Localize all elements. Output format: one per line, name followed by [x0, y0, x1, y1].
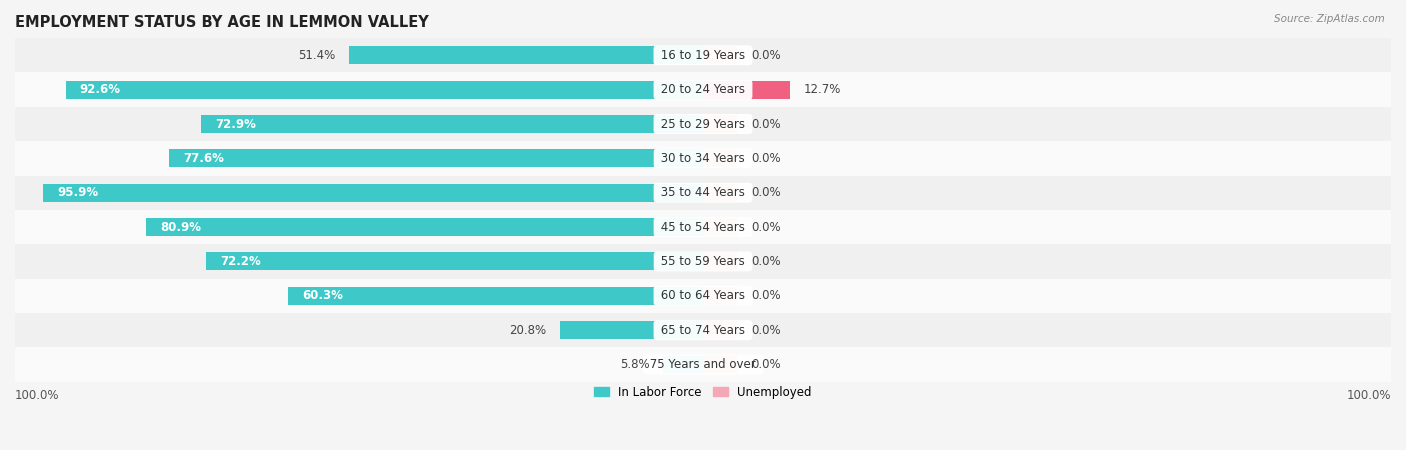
Text: 0.0%: 0.0% — [751, 186, 780, 199]
Bar — [15, 38, 1391, 72]
Text: 45 to 54 Years: 45 to 54 Years — [657, 220, 749, 234]
Bar — [703, 46, 737, 64]
Text: 30 to 34 Years: 30 to 34 Years — [657, 152, 749, 165]
Text: 51.4%: 51.4% — [298, 49, 336, 62]
Bar — [15, 141, 1391, 176]
Text: 65 to 74 Years: 65 to 74 Years — [657, 324, 749, 337]
Bar — [288, 287, 703, 305]
Text: 72.2%: 72.2% — [219, 255, 260, 268]
Bar — [703, 356, 737, 373]
Bar — [15, 107, 1391, 141]
Bar — [703, 218, 737, 236]
Bar — [15, 176, 1391, 210]
Bar — [207, 252, 703, 270]
Bar — [703, 287, 737, 305]
Text: 16 to 19 Years: 16 to 19 Years — [657, 49, 749, 62]
Bar — [703, 115, 737, 133]
Bar — [169, 149, 703, 167]
Text: 60 to 64 Years: 60 to 64 Years — [657, 289, 749, 302]
Text: 0.0%: 0.0% — [751, 358, 780, 371]
Bar — [349, 46, 703, 64]
Text: 95.9%: 95.9% — [58, 186, 98, 199]
Text: 0.0%: 0.0% — [751, 324, 780, 337]
Text: 100.0%: 100.0% — [15, 388, 59, 401]
Text: 0.0%: 0.0% — [751, 255, 780, 268]
Bar — [703, 149, 737, 167]
Bar — [703, 252, 737, 270]
Text: Source: ZipAtlas.com: Source: ZipAtlas.com — [1274, 14, 1385, 23]
Text: 0.0%: 0.0% — [751, 289, 780, 302]
Bar — [44, 184, 703, 202]
Bar — [146, 218, 703, 236]
Legend: In Labor Force, Unemployed: In Labor Force, Unemployed — [589, 381, 817, 403]
Text: 25 to 29 Years: 25 to 29 Years — [657, 117, 749, 130]
Bar — [703, 321, 737, 339]
Text: 5.8%: 5.8% — [620, 358, 650, 371]
Bar — [15, 347, 1391, 382]
Text: 20 to 24 Years: 20 to 24 Years — [657, 83, 749, 96]
Text: 20.8%: 20.8% — [509, 324, 546, 337]
Text: EMPLOYMENT STATUS BY AGE IN LEMMON VALLEY: EMPLOYMENT STATUS BY AGE IN LEMMON VALLE… — [15, 15, 429, 30]
Text: 0.0%: 0.0% — [751, 220, 780, 234]
Text: 0.0%: 0.0% — [751, 117, 780, 130]
Bar — [664, 356, 703, 373]
Bar — [15, 210, 1391, 244]
Bar — [703, 184, 737, 202]
Text: 80.9%: 80.9% — [160, 220, 201, 234]
Bar — [15, 313, 1391, 347]
Text: 60.3%: 60.3% — [302, 289, 343, 302]
Bar — [15, 244, 1391, 279]
Bar — [560, 321, 703, 339]
Text: 100.0%: 100.0% — [1347, 388, 1391, 401]
Text: 92.6%: 92.6% — [80, 83, 121, 96]
Text: 0.0%: 0.0% — [751, 49, 780, 62]
Text: 72.9%: 72.9% — [215, 117, 256, 130]
Text: 75 Years and over: 75 Years and over — [647, 358, 759, 371]
Bar — [703, 81, 790, 99]
Text: 55 to 59 Years: 55 to 59 Years — [657, 255, 749, 268]
Text: 12.7%: 12.7% — [804, 83, 842, 96]
Bar — [15, 72, 1391, 107]
Bar — [201, 115, 703, 133]
Text: 77.6%: 77.6% — [183, 152, 224, 165]
Text: 35 to 44 Years: 35 to 44 Years — [657, 186, 749, 199]
Text: 0.0%: 0.0% — [751, 152, 780, 165]
Bar — [66, 81, 703, 99]
Bar — [15, 279, 1391, 313]
